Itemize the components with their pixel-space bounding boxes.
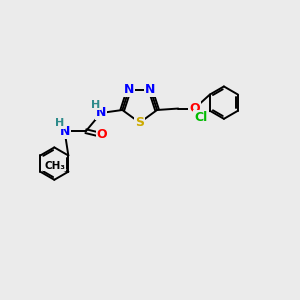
Text: S: S <box>135 116 144 129</box>
Text: N: N <box>96 106 106 119</box>
Text: N: N <box>59 125 70 138</box>
Text: H: H <box>55 118 64 128</box>
Text: H: H <box>91 100 101 110</box>
Text: Cl: Cl <box>194 111 208 124</box>
Text: N: N <box>145 83 156 96</box>
Text: O: O <box>189 102 200 115</box>
Text: CH₃: CH₃ <box>44 161 65 171</box>
Text: N: N <box>124 83 134 96</box>
Text: O: O <box>97 128 107 141</box>
